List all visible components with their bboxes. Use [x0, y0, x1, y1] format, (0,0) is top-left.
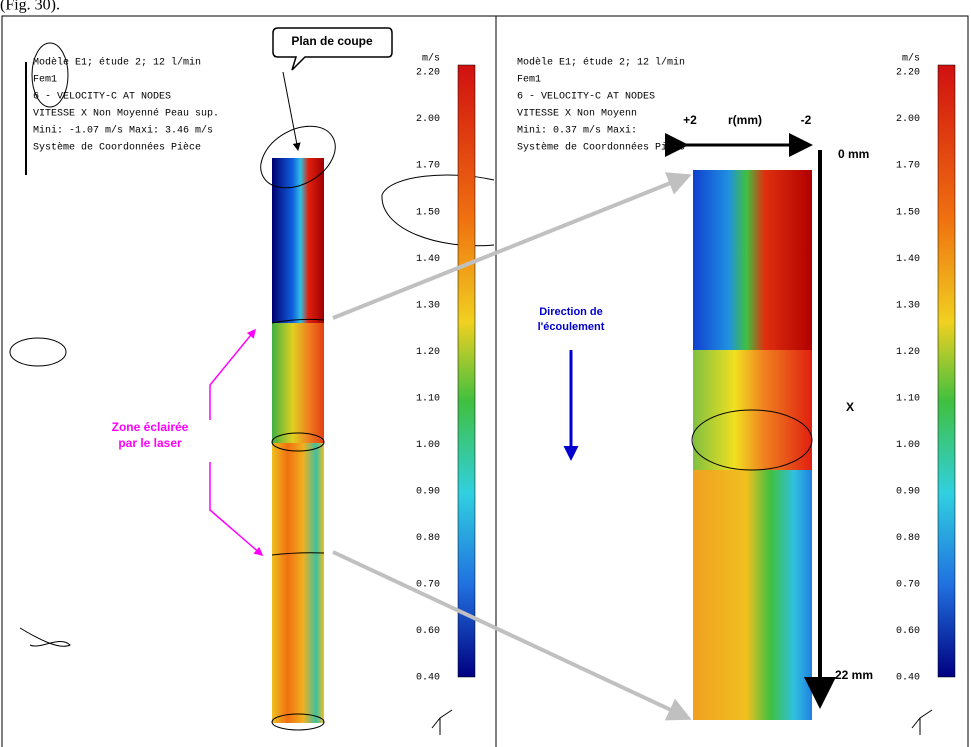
sketch — [9, 337, 67, 367]
header-line: Mini: -1.07 m/s Maxi: 3.46 m/s — [33, 125, 213, 137]
pipe-section — [272, 443, 324, 723]
scale-label: 1.20 — [416, 347, 440, 358]
link-arrow — [332, 550, 692, 721]
scale-label: 0.60 — [896, 626, 920, 637]
scale-label: 2.20 — [896, 68, 920, 79]
scale-label: 1.50 — [416, 207, 440, 218]
scale-label: 0.70 — [416, 580, 440, 591]
callout: Plan de coupe — [291, 34, 373, 48]
section-line — [271, 318, 325, 324]
sketch — [19, 627, 71, 647]
colorbar — [457, 64, 476, 678]
header-line: Système de Coordonnées Pièce — [517, 142, 685, 154]
axis-name: X — [846, 400, 854, 414]
frame — [1, 15, 969, 747]
unit: m/s — [902, 53, 920, 65]
sketch — [381, 174, 495, 247]
scale-label: 1.50 — [896, 207, 920, 218]
axis-triad — [911, 709, 933, 735]
header-line: 6 - VELOCITY-C AT NODES — [33, 92, 171, 103]
scale-label: 0.40 — [416, 673, 440, 684]
radius-label: r(mm) — [728, 113, 762, 127]
scale-label: 2.00 — [416, 114, 440, 125]
scale-label: 1.70 — [416, 161, 440, 172]
axis-end: 22 mm — [835, 668, 873, 682]
link-arrow — [332, 172, 692, 320]
zone-label: Zone éclairée — [112, 420, 189, 434]
scale-label: 1.20 — [896, 347, 920, 358]
pipe-section — [272, 323, 324, 443]
pipe-section — [693, 170, 812, 350]
pipe-end — [271, 713, 325, 731]
scale-label: 1.40 — [416, 254, 440, 265]
pipe-cut — [260, 125, 336, 189]
scale-label: 2.00 — [896, 114, 920, 125]
callout-box — [272, 27, 393, 71]
arrow — [282, 71, 301, 151]
scale-label: 1.00 — [416, 440, 440, 451]
arrow — [209, 328, 256, 420]
sketch — [31, 42, 69, 108]
header-line: Modèle E1; étude 2; 12 l/min — [517, 57, 685, 69]
scale-label: 0.80 — [416, 533, 440, 544]
header-line: Modèle E1; étude 2; 12 l/min — [33, 57, 201, 69]
header-line: VITESSE X Non Moyenné Peau sup. — [33, 108, 219, 120]
arrow — [209, 462, 264, 556]
pipe-ring — [691, 409, 813, 471]
header-line: 6 - VELOCITY-C AT NODES — [517, 92, 655, 103]
flow-label: l'écoulement — [538, 321, 605, 333]
header-line: Fem1 — [517, 75, 541, 86]
pipe-ring — [271, 432, 325, 452]
pipe-section — [272, 158, 324, 323]
scale-label: 0.60 — [416, 626, 440, 637]
scale-label: 1.00 — [896, 440, 920, 451]
scale-label: 0.90 — [416, 486, 440, 497]
scale-label: 0.70 — [896, 580, 920, 591]
unit: m/s — [422, 53, 440, 65]
header-line: Système de Coordonnées Pièce — [33, 142, 201, 154]
axis-start: 0 mm — [838, 147, 869, 161]
zone-label: par le laser — [118, 436, 182, 450]
scale-label: 1.70 — [896, 161, 920, 172]
header-line: VITESSE X Non Moyenn — [517, 109, 637, 120]
caption: (Fig. 30). — [0, 0, 60, 14]
header-line: Fem1 — [33, 75, 57, 86]
radius-label: +2 — [683, 113, 697, 127]
scale-label: 2.20 — [416, 68, 440, 79]
scale-label: 1.30 — [896, 300, 920, 311]
scale-label: 1.30 — [416, 300, 440, 311]
scale-label: 0.80 — [896, 533, 920, 544]
scale-label: 1.10 — [416, 393, 440, 404]
scale-label: 0.40 — [896, 673, 920, 684]
axis-triad — [431, 709, 453, 735]
radius-label: -2 — [801, 113, 812, 127]
scale-label: 1.10 — [896, 393, 920, 404]
header-line: Mini: 0.37 m/s Maxi: — [517, 125, 637, 137]
section-line — [271, 552, 325, 556]
pipe-section — [693, 470, 812, 720]
flow-label: Direction de — [539, 306, 603, 318]
scale-label: 1.40 — [896, 254, 920, 265]
colorbar — [937, 64, 956, 678]
scale-label: 0.90 — [896, 486, 920, 497]
